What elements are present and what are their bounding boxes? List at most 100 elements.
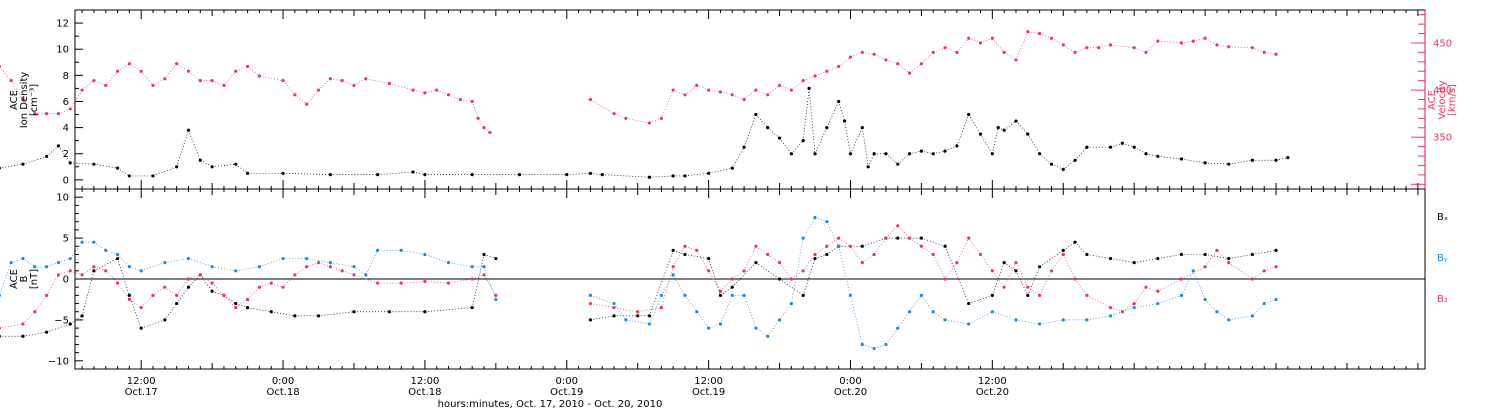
velocity-point-trace bbox=[743, 89, 757, 100]
legend-entry: Bₓ bbox=[1437, 212, 1448, 223]
by-point-trace bbox=[1216, 311, 1229, 321]
bx-point-trace bbox=[1027, 266, 1040, 296]
velocity-point-trace bbox=[933, 47, 946, 53]
velocity-point-trace bbox=[353, 78, 366, 86]
ion-density-point-trace bbox=[46, 145, 59, 157]
velocity-point-trace bbox=[1204, 37, 1218, 46]
bz-point-trace bbox=[980, 254, 993, 272]
ion-density-point-trace bbox=[956, 114, 970, 147]
by-point-trace bbox=[661, 274, 674, 296]
ion-density-point-trace bbox=[1074, 146, 1088, 161]
by-point-trace bbox=[1252, 303, 1265, 317]
ion-density-point-trace bbox=[998, 127, 1005, 131]
by-point-trace bbox=[1181, 270, 1194, 296]
bz-point-trace bbox=[259, 282, 272, 288]
bz-point-trace bbox=[282, 274, 296, 288]
y-tick-label-left: 10 bbox=[56, 193, 69, 204]
velocity-point-trace bbox=[10, 80, 24, 100]
bz-point-trace bbox=[909, 237, 922, 247]
by-point-trace bbox=[862, 344, 875, 349]
y-tick-label-left: 10 bbox=[56, 45, 69, 56]
velocity-point-trace bbox=[1051, 37, 1064, 46]
ion-density-point bbox=[198, 158, 202, 162]
velocity-point-trace bbox=[365, 78, 390, 84]
velocity-point-trace bbox=[625, 117, 650, 124]
bx-point-trace bbox=[1074, 241, 1088, 255]
bz-point-trace bbox=[992, 270, 1005, 288]
ion-density-point-trace bbox=[968, 114, 981, 135]
ion-density-point-trace bbox=[779, 137, 792, 154]
bz-point-trace bbox=[1264, 266, 1277, 272]
bx-point-trace bbox=[93, 258, 118, 272]
velocity-point-trace bbox=[211, 80, 225, 86]
by-point-trace bbox=[874, 344, 887, 349]
bz-point-trace bbox=[873, 237, 887, 255]
velocity-point-trace bbox=[164, 63, 177, 79]
bx-point-trace bbox=[212, 290, 225, 296]
velocity-point-trace bbox=[661, 89, 674, 119]
bz-point bbox=[919, 244, 924, 248]
bx-point-trace bbox=[1063, 241, 1076, 251]
bottom-ylabel-line: B bbox=[19, 275, 30, 282]
velocity-point-trace bbox=[1181, 40, 1194, 44]
ion-density-point-trace bbox=[1181, 158, 1206, 164]
y-tick-label-left: 2 bbox=[63, 149, 69, 160]
velocity-point-trace bbox=[909, 63, 922, 74]
ion-density-point-trace bbox=[235, 163, 248, 174]
ion-density-point bbox=[1132, 145, 1136, 149]
by-point bbox=[234, 269, 238, 273]
by-point-trace bbox=[188, 258, 213, 268]
bz-point-trace bbox=[424, 281, 449, 284]
velocity-point bbox=[234, 69, 238, 73]
by-point-trace bbox=[696, 311, 709, 329]
velocity-point-trace bbox=[921, 52, 934, 64]
bx-point-trace bbox=[46, 323, 71, 333]
bx-point-trace bbox=[826, 245, 839, 255]
velocity-point-trace bbox=[318, 78, 331, 91]
velocity-point bbox=[1274, 52, 1278, 56]
by-point-trace bbox=[330, 262, 355, 268]
ion-density-point-trace bbox=[413, 171, 425, 175]
bz-point-trace bbox=[0, 323, 24, 329]
bz-point-trace bbox=[684, 245, 697, 251]
top-right-ylabel: ACE Velocity [km/s] bbox=[1427, 80, 1458, 119]
bx-point-trace bbox=[271, 311, 295, 317]
bx-point-trace bbox=[814, 254, 827, 259]
ion-density-point-trace bbox=[200, 159, 213, 168]
bz-point-trace bbox=[223, 295, 237, 308]
bx-point bbox=[1203, 252, 1207, 257]
ion-density-point bbox=[1120, 141, 1124, 145]
by-point-trace bbox=[779, 303, 792, 321]
ion-density-point-trace bbox=[1157, 155, 1182, 160]
x-tick-label-time: 12:00 bbox=[127, 376, 156, 387]
velocity-point-trace bbox=[791, 80, 804, 91]
by-point-trace bbox=[767, 319, 780, 337]
by-point bbox=[104, 248, 108, 252]
by-point-trace bbox=[708, 323, 721, 329]
bx-point bbox=[482, 252, 486, 257]
ion-density-point-trace bbox=[867, 153, 875, 167]
velocity-point-trace bbox=[105, 71, 118, 86]
velocity-point-trace bbox=[477, 118, 485, 128]
x-tick-label-time: 12:00 bbox=[978, 376, 1007, 387]
ion-density-point-trace bbox=[755, 114, 768, 128]
bz-point-trace bbox=[81, 266, 95, 276]
ion-density-point-trace bbox=[649, 175, 674, 178]
by-point-trace bbox=[259, 258, 284, 268]
ion-density-point bbox=[411, 170, 415, 174]
bz-point-trace bbox=[472, 274, 485, 280]
bz-point-trace bbox=[661, 266, 674, 308]
ion-density-point-trace bbox=[844, 120, 851, 154]
by-point-trace bbox=[1134, 303, 1158, 308]
bz-point-trace bbox=[1145, 286, 1158, 292]
bz-point-trace bbox=[814, 245, 828, 255]
ion-density-point-trace bbox=[897, 153, 910, 165]
ion-density-point-trace bbox=[861, 127, 869, 167]
bz-point-trace bbox=[46, 274, 59, 296]
ion-density-point-trace bbox=[377, 171, 414, 175]
bz-point-trace bbox=[1216, 250, 1230, 263]
by-point-trace bbox=[365, 250, 378, 276]
by-point-trace bbox=[212, 266, 236, 272]
top-right-ylabel-line: Velocity bbox=[1437, 80, 1448, 119]
ion-density-point-trace bbox=[808, 88, 816, 154]
